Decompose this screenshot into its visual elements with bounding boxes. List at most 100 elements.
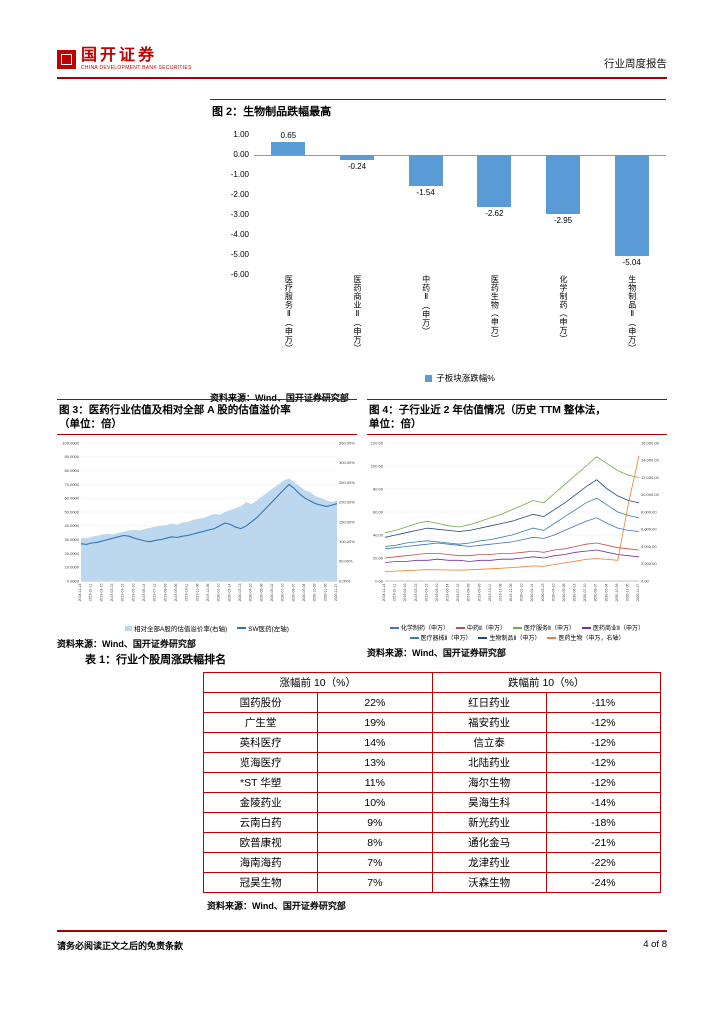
y-axis-tick-right: 2,000.00: [641, 561, 657, 566]
x-axis-tick: 2019-05-10: [435, 584, 439, 602]
table-row: 欧普康视 8% 通化金马 -21%: [202, 832, 662, 853]
x-axis-tick: 2019-02-15: [99, 584, 103, 602]
losers-header: 跌幅前 10（%）: [431, 672, 661, 693]
x-axis-tick: 2020-04-10: [249, 584, 253, 602]
loser-pct: -12%: [545, 752, 662, 773]
figure-3-title-line1: 图 3：医药行业估值及相对全部 A 股的估值溢价率: [59, 404, 291, 416]
gainer-name: 金陵药业: [202, 792, 319, 813]
gainer-name: 云南白药: [202, 812, 319, 833]
table-row: 英科医疗 14% 信立泰 -12%: [202, 732, 662, 753]
gainer-name: 广生堂: [202, 712, 319, 733]
rank-table-body: 国药股份 22% 红日药业 -11% 广生堂 19% 福安药业 -12% 英科医疗 14% 信立泰 -…: [202, 692, 662, 893]
gainer-pct: 22%: [317, 692, 433, 713]
y-axis-tick-left: 90.0000: [65, 455, 80, 460]
x-axis-tick: 2018-12-14: [78, 584, 82, 602]
table-1-section: 表 1：行业个股周涨跌幅排名 涨幅前 10（%） 跌幅前 10（%） 国药股份 2…: [57, 651, 667, 912]
gainer-pct: 14%: [317, 732, 433, 753]
loser-name: 北陆药业: [431, 752, 547, 773]
legend-label: 医药商业Ⅱ（申万）: [592, 626, 644, 633]
bar-category-label: 化学制药（申万）: [529, 275, 598, 369]
y-axis-tick: 1.00: [233, 130, 249, 139]
gainer-pct: 7%: [317, 872, 433, 893]
bar-value-label: 0.65: [280, 131, 297, 140]
gainer-name: 欧普康视: [202, 832, 319, 853]
x-axis-tick: 2019-04-12: [424, 584, 428, 602]
y-axis-tick-right: 250.00%: [339, 480, 355, 485]
loser-name: 海尔生物: [431, 772, 547, 793]
gainer-pct: 11%: [317, 772, 433, 793]
figure-3-title: 图 3：医药行业估值及相对全部 A 股的估值溢价率 （单位：倍）: [57, 399, 357, 436]
loser-pct: -12%: [545, 772, 662, 793]
y-axis-tick-left: 60.00: [373, 510, 384, 515]
legend-label: 医药生物（申万，右轴）: [558, 636, 625, 643]
x-axis-tick: 2020-05-08: [259, 584, 263, 602]
bar-value-label: -2.62: [485, 209, 504, 219]
gainer-pct: 19%: [317, 712, 433, 733]
y-axis-tick-left: 0.0000: [67, 579, 80, 584]
series-line: [384, 542, 640, 559]
figure-3-source: 资料来源：Wind、国开证券研究部: [57, 639, 196, 650]
bar-category-label: 医药商业Ⅱ（申万）: [323, 275, 392, 369]
x-axis-tick: 2019-06-14: [446, 584, 450, 602]
brand-subtitle: CHINA DEVELOPMENT BANK SECURITIES: [81, 64, 192, 71]
series-line: [384, 456, 640, 573]
bar-segment: [614, 155, 649, 256]
y-axis-tick-left: 70.0000: [65, 482, 80, 487]
legend-item: 医疗服务Ⅱ（申万）: [513, 623, 575, 632]
loser-pct: -12%: [545, 732, 662, 753]
y-axis-tick-left: 10.0000: [65, 565, 80, 570]
gainer-pct: 9%: [317, 812, 433, 833]
y-axis-tick-right: 10,000.00: [641, 492, 660, 497]
x-axis-tick: 2020-03-13: [238, 584, 242, 602]
legend-marker: [409, 636, 419, 639]
bar-axis-spacer: [210, 275, 254, 369]
y-axis-tick-left: 20.0000: [65, 551, 80, 556]
x-axis-tick: 2019-02-15: [403, 584, 407, 602]
bar-plot-area: 0.65 -0.24 -1.54 -2.62 -2.95 -5.04: [254, 123, 666, 275]
gainer-name: *ST 华塑: [202, 772, 319, 793]
y-axis-tick-right: 0.00%: [339, 579, 351, 584]
table-row: 金陵药业 10% 昊海生科 -14%: [202, 792, 662, 813]
x-axis-tick: 2020-11-06: [323, 584, 327, 602]
x-axis-tick: 2020-06-12: [270, 584, 274, 602]
brand-name: 国开证券: [81, 47, 158, 64]
legend-item: 生物制品Ⅱ（申万）: [478, 633, 540, 642]
y-axis-tick-left: 80.00: [373, 487, 384, 492]
bar-segment: [408, 155, 443, 186]
figure-2-source: 资料来源：Wind、国开证券研究部: [210, 393, 349, 403]
bar-value-label: -0.24: [347, 161, 367, 171]
bar-category-label: 中药Ⅱ（申万）: [391, 275, 460, 369]
x-axis-tick: 2019-07-12: [456, 584, 460, 602]
y-axis-tick: -3.00: [230, 210, 249, 219]
x-axis-tick: 2019-09-06: [477, 584, 481, 602]
brand-logo: 国开证券 CHINA DEVELOPMENT BANK SECURITIES: [57, 47, 192, 71]
x-axis-tick: 2020-01-10: [217, 584, 221, 602]
bar-category-label: 医药生物（申万）: [460, 275, 529, 369]
figure-4-title: 图 4：子行业近 2 年估值情况（历史 TTM 整体法， 单位：倍）: [367, 399, 667, 436]
series-line: [80, 484, 338, 546]
x-axis-tick: 2019-10-11: [185, 584, 189, 602]
x-axis-tick: 2020-07-10: [583, 584, 587, 602]
x-axis-tick: 2020-06-12: [573, 584, 577, 602]
loser-pct: -22%: [545, 852, 662, 873]
y-axis-tick-left: 60.0000: [65, 496, 80, 501]
brand-logo-icon: [57, 49, 76, 69]
figure-3-title-line2: （单位：倍）: [59, 418, 122, 431]
series-line: [384, 479, 640, 539]
y-axis-tick: -1.00: [230, 170, 249, 179]
loser-name: 通化金马: [431, 832, 547, 853]
loser-name: 昊海生科: [431, 792, 547, 813]
y-axis-tick-right: 350.00%: [339, 441, 355, 446]
x-axis-tick: 2019-03-15: [110, 584, 114, 602]
x-axis-tick: 2020-02-14: [530, 584, 534, 602]
x-axis-tick: 2020-07-10: [281, 584, 285, 602]
figure-4-source: 资料来源：Wind、国开证券研究部: [367, 648, 506, 659]
x-axis-tick: 2020-09-04: [604, 584, 608, 602]
figure-4-title-line2: 单位：倍）: [369, 418, 422, 431]
legend-label: 化学制药（申万）: [401, 626, 450, 633]
loser-name: 龙津药业: [431, 852, 547, 873]
table-row: 广生堂 19% 福安药业 -12%: [202, 712, 662, 733]
loser-name: 红日药业: [431, 692, 547, 713]
loser-name: 沃森生物: [431, 872, 547, 893]
